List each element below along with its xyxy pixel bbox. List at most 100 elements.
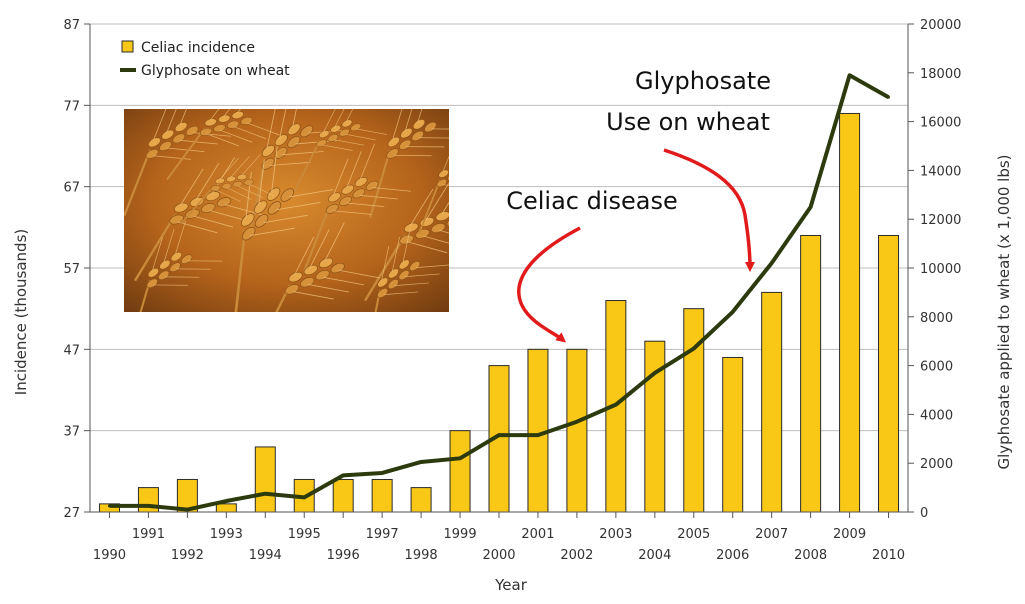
wheat-grain: [204, 118, 217, 127]
wheat-awn: [333, 210, 372, 215]
wheat-awn: [226, 187, 252, 200]
x-tick-label: 1998: [405, 548, 438, 563]
bar-2010: [878, 234, 900, 513]
wheat-grain: [403, 222, 419, 233]
wheat-grain: [213, 124, 226, 133]
wheat-grain: [169, 214, 184, 225]
wheat-grain: [169, 262, 181, 272]
wheat-grain: [387, 279, 399, 290]
wheat-awn: [438, 229, 449, 242]
x-tick-label: 2001: [521, 527, 554, 542]
wheat-grain: [210, 185, 221, 192]
wheat-grain: [386, 148, 399, 159]
line-series-glyphosate: [107, 73, 891, 512]
bar-1994: [254, 446, 276, 513]
glyphosate-point-1990: [107, 504, 111, 508]
wheat-stem: [293, 139, 321, 193]
annotation-glyphosate-line1: Glyphosate: [635, 67, 771, 95]
annotation-celiac-arrow: [517, 226, 581, 343]
wheat-awn: [442, 184, 449, 188]
wheat-stem: [131, 279, 151, 312]
wheat-grain: [199, 127, 213, 136]
left-tick-label: 67: [63, 181, 80, 196]
x-tick-label: 1995: [288, 527, 321, 542]
wheat-grain: [225, 175, 236, 183]
wheat-grain: [274, 134, 288, 147]
wheat-grain: [232, 181, 243, 188]
wheat-awn: [166, 147, 205, 153]
wheat-head: [303, 143, 412, 272]
wheat-awn: [294, 236, 315, 276]
wheat-awn: [419, 137, 449, 139]
x-tick-label: 1992: [171, 548, 204, 563]
wheat-head: [166, 109, 280, 181]
bar-2006: [722, 356, 744, 513]
wheat-stem: [366, 289, 381, 312]
wheat-awn: [292, 109, 302, 128]
wheat-grain: [430, 223, 446, 234]
wheat-grain: [424, 121, 437, 133]
wheat-grain: [411, 130, 424, 142]
bar-series-celiac: [98, 112, 900, 513]
legend-swatch-celiac: [121, 40, 134, 53]
wheat-awn: [324, 222, 345, 261]
wheat-grain: [243, 179, 254, 186]
x-tick-label: 1996: [327, 548, 360, 563]
annotation-glyphosate: Glyphosate Use on wheat: [606, 67, 771, 272]
annotation-celiac: Celiac disease: [506, 187, 678, 343]
glyphosate-point-2002: [575, 420, 579, 424]
wheat-awn: [276, 201, 321, 211]
wheat-awn: [404, 109, 417, 132]
left-tick-label: 27: [63, 506, 80, 521]
wheat-head: [124, 109, 232, 217]
wheat-grain: [261, 144, 275, 157]
wheat-awn: [392, 109, 405, 141]
wheat-awn: [215, 189, 241, 202]
glyphosate-point-1992: [185, 508, 189, 512]
wheat-awn: [442, 142, 449, 173]
wheat-awn: [410, 188, 434, 226]
bar-1998: [410, 487, 432, 513]
bar-1997: [371, 478, 393, 513]
wheat-grain: [205, 191, 221, 202]
wheat-grain: [398, 270, 410, 281]
wheat-awn: [179, 109, 195, 126]
wheat-awn: [223, 109, 246, 117]
left-tick-label: 57: [63, 262, 80, 277]
wheat-awn: [282, 151, 324, 156]
wheat-awn: [258, 159, 265, 206]
glyphosate-point-2005: [692, 347, 696, 351]
x-tick-label: 1999: [444, 527, 477, 542]
x-tick-label: 1993: [210, 527, 243, 542]
wheat-awn: [246, 122, 280, 136]
glyphosate-point-2001: [536, 433, 540, 437]
wheat-grain: [146, 278, 158, 289]
wheat-grain: [267, 201, 282, 215]
right-tick-label: 6000: [920, 360, 953, 375]
wheat-awn: [346, 202, 385, 208]
x-tick-label: 1991: [132, 527, 165, 542]
wheat-grain: [398, 259, 410, 270]
wheat-awn: [431, 128, 449, 130]
right-tick-label: 16000: [920, 116, 961, 131]
wheat-grain: [287, 136, 301, 149]
left-tick-label: 77: [63, 99, 80, 114]
glyphosate-point-1991: [146, 504, 150, 508]
wheat-awn: [164, 276, 200, 278]
wheat-grain: [341, 184, 355, 195]
wheat-grain: [161, 129, 175, 140]
x-tick-label: 1994: [249, 548, 282, 563]
wheat-head: [131, 220, 223, 312]
legend-label-glyphosate: Glyphosate on wheat: [141, 63, 290, 79]
wheat-awn: [323, 109, 339, 133]
wheat-grain: [189, 196, 205, 207]
wheat-grain: [457, 165, 470, 176]
wheat-awn: [151, 236, 163, 272]
wheat-grain: [254, 214, 269, 228]
left-tick-label: 37: [63, 425, 80, 440]
right-tick-label: 8000: [920, 311, 953, 326]
wheat-grain: [468, 159, 481, 170]
wheat-awn: [241, 154, 261, 176]
glyphosate-point-1994: [263, 492, 267, 496]
wheat-awn: [289, 189, 334, 198]
